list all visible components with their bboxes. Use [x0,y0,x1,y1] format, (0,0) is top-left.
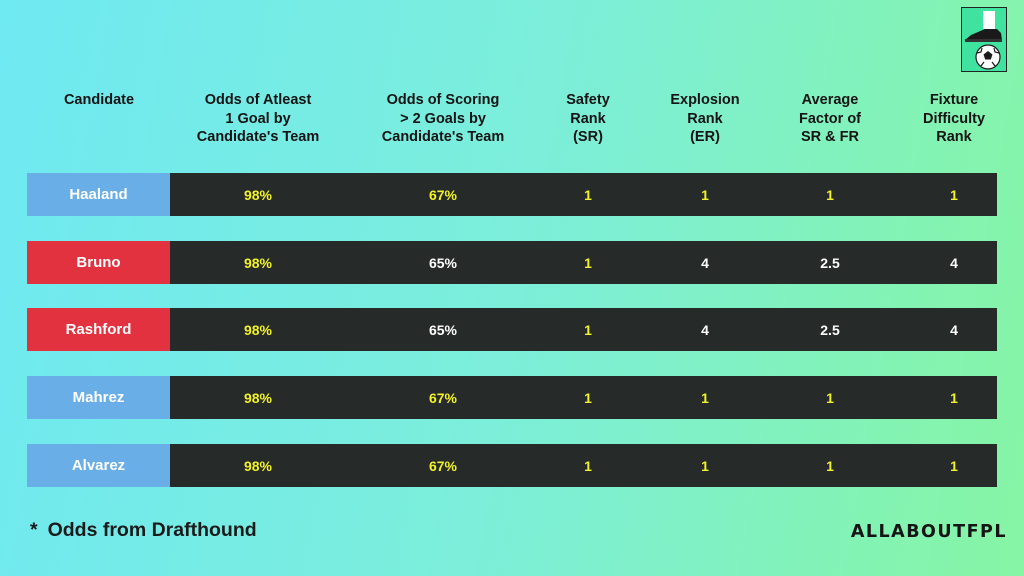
football-boot-and-ball-icon [961,7,1007,72]
row-data-bar [170,376,997,419]
footnote-text: Odds from Drafthound [47,519,257,541]
header-explosion-rank: Explosion Rank (ER) [670,92,740,145]
cell-odds2: 67% [428,457,458,474]
candidate-name: Haaland [27,173,170,216]
table-row: Rashford 98% 65% 1 4 2.5 4 [27,308,997,351]
candidate-name: Bruno [27,241,170,284]
cell-er: 4 [701,321,709,338]
candidate-name: Mahrez [27,376,170,419]
header-candidate: Candidate [63,92,135,108]
footnote: * Odds from Drafthound [30,519,257,542]
row-data-bar [170,173,997,216]
row-data-bar [170,308,997,351]
header-odds-over-2-goals: Odds of Scoring > 2 Goals by Candidate's… [381,92,505,145]
cell-sr: 1 [584,457,592,474]
cell-er: 1 [701,186,709,203]
header-odds-atleast-1-goal: Odds of Atleast 1 Goal by Candidate's Te… [196,92,320,145]
cell-er: 1 [701,389,709,406]
row-data-bar [170,241,997,284]
cell-fdr: 4 [950,321,958,338]
table-row: Mahrez 98% 67% 1 1 1 1 [27,376,997,419]
candidate-name: Rashford [27,308,170,351]
row-data-bar [170,444,997,487]
cell-avg: 1 [826,457,834,474]
cell-fdr: 1 [950,389,958,406]
cell-fdr: 1 [950,186,958,203]
cell-odds2: 67% [428,186,458,203]
header-safety-rank: Safety Rank (SR) [566,92,610,145]
cell-odds2: 65% [428,321,458,338]
cell-fdr: 4 [950,254,958,271]
cell-odds2: 65% [428,254,458,271]
cell-odds1: 98% [243,321,273,338]
cell-avg: 1 [826,186,834,203]
header-fixture-difficulty-rank: Fixture Difficulty Rank [922,92,986,145]
cell-sr: 1 [584,254,592,271]
cell-avg: 2.5 [820,321,840,338]
cell-avg: 1 [826,389,834,406]
candidate-name: Alvarez [27,444,170,487]
cell-odds2: 67% [428,389,458,406]
table-row: Bruno 98% 65% 1 4 2.5 4 [27,241,997,284]
cell-er: 4 [701,254,709,271]
cell-odds1: 98% [243,457,273,474]
cell-sr: 1 [584,389,592,406]
cell-odds1: 98% [243,254,273,271]
cell-odds1: 98% [243,389,273,406]
cell-er: 1 [701,457,709,474]
cell-odds1: 98% [243,186,273,203]
cell-fdr: 1 [950,457,958,474]
table-row: Alvarez 98% 67% 1 1 1 1 [27,444,997,487]
header-average-factor: Average Factor of SR & FR [798,92,862,145]
brand-name: ALLABOUTFPL [850,522,1007,542]
cell-sr: 1 [584,321,592,338]
cell-sr: 1 [584,186,592,203]
table-row: Haaland 98% 67% 1 1 1 1 [27,173,997,216]
cell-avg: 2.5 [820,254,840,271]
footnote-star: * [30,519,38,541]
